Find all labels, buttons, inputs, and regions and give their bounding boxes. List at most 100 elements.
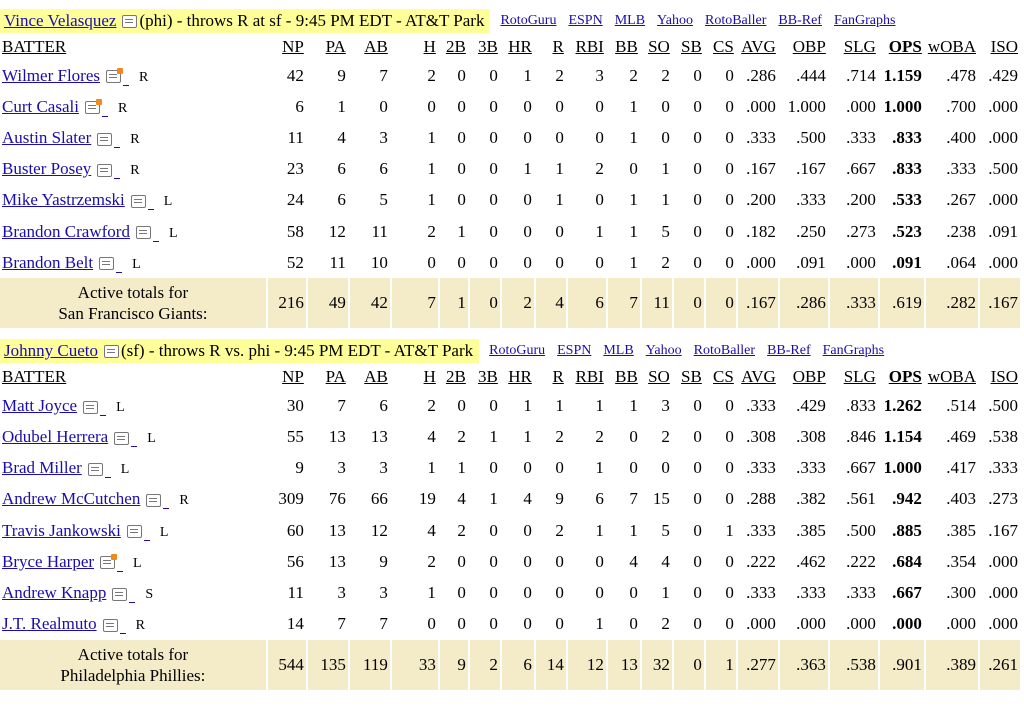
hot-note-icon[interactable]: [106, 68, 123, 84]
column-header-ops[interactable]: OPS: [888, 367, 922, 387]
column-header-slg[interactable]: SLG: [843, 367, 876, 387]
column-header-pa[interactable]: PA: [325, 367, 346, 387]
note-icon[interactable]: [122, 14, 138, 28]
hot-note-icon[interactable]: [84, 99, 102, 115]
stat-bb: 1: [629, 520, 638, 540]
column-header-cs[interactable]: CS: [713, 37, 734, 56]
batter-name-link[interactable]: Wilmer Flores: [2, 65, 100, 85]
link-rotoguru[interactable]: RotoGuru: [489, 343, 546, 359]
column-header-bb[interactable]: BB: [615, 37, 638, 56]
column-header-obp[interactable]: OBP: [792, 37, 826, 56]
stat-ab: 5: [379, 190, 388, 210]
stat-avg: .000: [746, 96, 776, 116]
total-hr: 2: [501, 278, 534, 329]
link-mlb[interactable]: MLB: [603, 343, 634, 359]
column-header-woba[interactable]: wOBA: [927, 37, 976, 56]
note-icon[interactable]: [83, 400, 99, 414]
note-icon[interactable]: [97, 163, 113, 177]
column-header-r[interactable]: R: [552, 37, 564, 56]
column-header-3b[interactable]: 3B: [477, 37, 498, 56]
column-header-np[interactable]: NP: [282, 37, 304, 56]
link-rotoballer[interactable]: RotoBaller: [693, 343, 756, 359]
column-header-batter[interactable]: BATTER: [2, 367, 67, 387]
link-fangraphs[interactable]: FanGraphs: [822, 343, 885, 359]
column-header-obp[interactable]: OBP: [792, 367, 826, 387]
note-icon[interactable]: [97, 132, 113, 146]
note-icon[interactable]: [103, 344, 119, 358]
column-header-rbi[interactable]: RBI: [575, 37, 604, 56]
batter-name-link[interactable]: J.T. Realmuto: [2, 614, 97, 634]
link-yahoo[interactable]: Yahoo: [645, 343, 682, 359]
column-header-avg[interactable]: AVG: [741, 37, 776, 56]
batter-name-link[interactable]: Austin Slater: [2, 127, 92, 147]
column-header-h[interactable]: H: [423, 37, 436, 56]
column-header-2b[interactable]: 2B: [445, 37, 466, 56]
column-header-sb[interactable]: SB: [681, 367, 702, 387]
column-header-iso[interactable]: ISO: [990, 367, 1018, 387]
column-header-ops[interactable]: OPS: [888, 37, 922, 56]
link-rotoguru[interactable]: RotoGuru: [500, 13, 557, 28]
stat-2b: 0: [457, 65, 466, 85]
column-header-iso[interactable]: ISO: [990, 37, 1018, 56]
stat-ops: .533: [892, 190, 922, 210]
batter-name-link[interactable]: Bryce Harper: [2, 551, 95, 571]
pitcher-name-link[interactable]: Vince Velasquez: [4, 11, 117, 30]
column-header-h[interactable]: H: [423, 367, 436, 387]
column-header-sb[interactable]: SB: [681, 37, 702, 56]
stat-sb: 0: [693, 190, 702, 210]
column-header-ab[interactable]: AB: [364, 367, 388, 387]
batter-name-link[interactable]: Travis Jankowski: [2, 520, 121, 540]
stat-hr: 0: [523, 583, 532, 603]
note-icon[interactable]: [87, 462, 103, 476]
column-header-np[interactable]: NP: [282, 367, 304, 387]
note-icon[interactable]: [114, 431, 130, 445]
column-header-cs[interactable]: CS: [713, 367, 734, 387]
link-bb-ref[interactable]: BB-Ref: [778, 13, 822, 28]
stat-iso: .000: [988, 96, 1018, 116]
stat-bb: 4: [629, 551, 638, 571]
column-header-batter[interactable]: BATTER: [2, 37, 67, 56]
link-bb-ref[interactable]: BB-Ref: [767, 343, 811, 359]
link-fangraphs[interactable]: FanGraphs: [833, 13, 896, 28]
note-icon[interactable]: [102, 618, 118, 632]
batter-name-link[interactable]: Buster Posey: [2, 159, 92, 179]
link-espn[interactable]: ESPN: [557, 343, 592, 359]
column-header-slg[interactable]: SLG: [843, 37, 876, 56]
column-header-r[interactable]: R: [552, 367, 564, 387]
stat-sb: 0: [693, 520, 702, 540]
batter-name-link[interactable]: Andrew Knapp: [2, 583, 107, 603]
batter-name-link[interactable]: Brandon Crawford: [2, 221, 130, 241]
note-icon[interactable]: [112, 587, 128, 601]
link-espn[interactable]: ESPN: [568, 13, 603, 28]
batter-name-link[interactable]: Matt Joyce: [2, 395, 78, 415]
column-header-hr[interactable]: HR: [508, 367, 532, 387]
column-header-2b[interactable]: 2B: [445, 367, 466, 387]
column-header-ab[interactable]: AB: [364, 37, 388, 56]
note-icon[interactable]: [146, 494, 162, 508]
hot-note-icon[interactable]: [100, 554, 118, 570]
batter-name-link[interactable]: Curt Casali: [2, 96, 79, 116]
column-header-bb[interactable]: BB: [615, 367, 638, 387]
batter-name-link[interactable]: Odubel Herrera: [2, 427, 109, 447]
note-icon[interactable]: [130, 194, 146, 208]
note-icon[interactable]: [99, 257, 115, 271]
link-yahoo[interactable]: Yahoo: [657, 13, 693, 28]
column-header-avg[interactable]: AVG: [741, 367, 776, 387]
link-rotoballer[interactable]: RotoBaller: [704, 13, 767, 28]
batter-name-link[interactable]: Andrew McCutchen: [2, 489, 141, 509]
batter-name-link[interactable]: Brad Miller: [2, 458, 82, 478]
column-header-so[interactable]: SO: [648, 37, 670, 56]
pitcher-name-link[interactable]: Johnny Cueto: [4, 341, 98, 361]
column-header-hr[interactable]: HR: [508, 37, 532, 56]
stat-obp: .500: [796, 127, 826, 147]
batter-name-link[interactable]: Brandon Belt: [2, 252, 94, 272]
note-icon[interactable]: [135, 226, 151, 240]
batter-name-link[interactable]: Mike Yastrzemski: [2, 190, 125, 210]
link-mlb[interactable]: MLB: [614, 13, 646, 28]
column-header-pa[interactable]: PA: [325, 37, 346, 56]
note-icon[interactable]: [126, 525, 142, 539]
column-header-so[interactable]: SO: [648, 367, 670, 387]
column-header-3b[interactable]: 3B: [477, 367, 498, 387]
column-header-rbi[interactable]: RBI: [575, 367, 604, 387]
column-header-woba[interactable]: wOBA: [927, 367, 976, 387]
